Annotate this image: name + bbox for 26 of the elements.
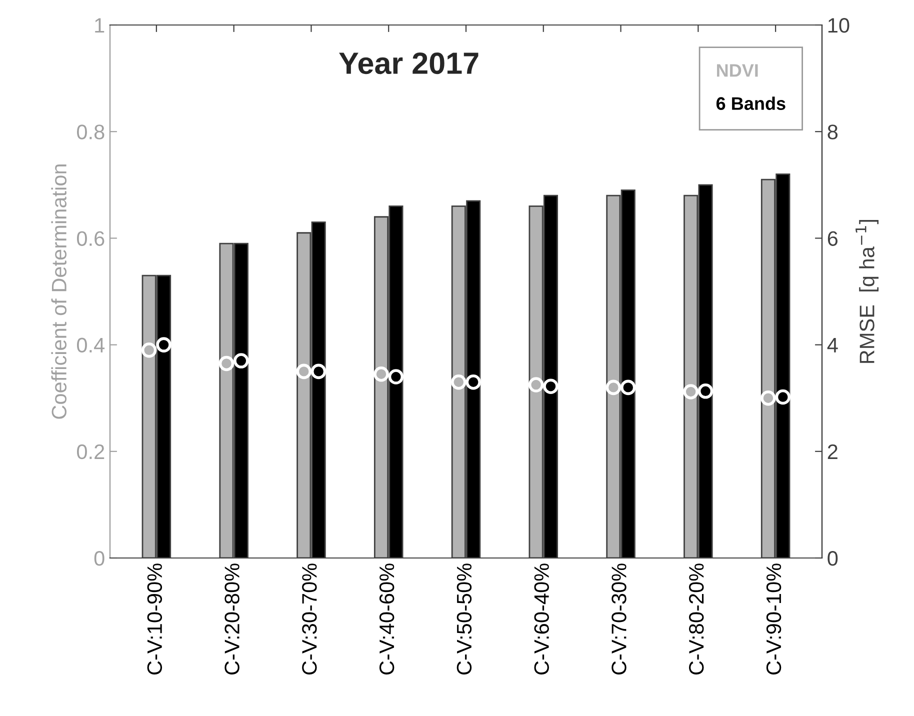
y2-tick-label: 6 [828,231,838,246]
x-tick-label: C-V:60-40% [534,564,549,674]
y2-tick-label: 4 [827,338,838,352]
y2-tick-label: 2 [828,444,838,459]
text: 6 Bands [716,96,786,110]
y2-tick-label: 8 [828,124,838,140]
x-tick-label: C-V:90-10% [766,564,782,674]
y2-tick-label: 0 [828,551,838,566]
y2-tick-label: 10 [828,18,850,33]
y-tick-label: 1 [95,18,104,33]
x-tick-label: C-V:70-30% [612,564,626,674]
x-tick-label: C-V:10-90% [147,564,162,674]
x-tick-label: C-V:50-50% [456,564,472,674]
y-tick-label: 0.6 [76,231,104,246]
x-tick-label: C-V:20-80% [224,564,240,674]
x-tick-label: C-V:30-70% [302,564,317,674]
x-tick-label: C-V:40-60% [379,564,394,674]
y-tick-label: 0.4 [76,338,105,353]
text: Year 2017 [339,52,478,74]
y-tick-label: 0.8 [76,124,104,140]
y2-axis-title: RMSE [q ha$^{−1}$] [856,220,879,363]
x-tick-label: C-V:80-20% [689,564,704,674]
text: NDVI [717,64,758,77]
y-tick-label: 0 [94,551,104,566]
y-axis-title: Coefficient of Determination [51,164,67,419]
y-tick-label: 0.2 [76,444,104,460]
